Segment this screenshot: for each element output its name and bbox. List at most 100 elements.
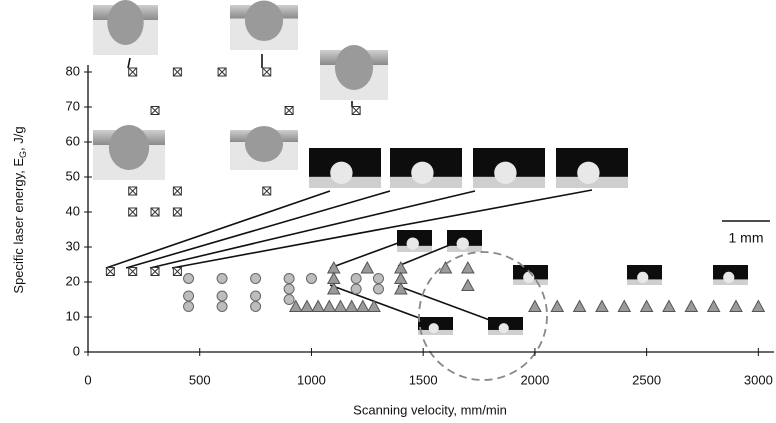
- x-tick-label: 2000: [520, 372, 549, 387]
- melt-pool: [577, 162, 599, 184]
- y-axis-label: Specific laser energy, EG, J/g: [11, 126, 28, 293]
- crossed-square-point: [106, 268, 114, 276]
- y-tick-label: 20: [66, 273, 80, 288]
- circle-point: [284, 274, 294, 284]
- circle-point: [184, 291, 194, 301]
- circle-point: [184, 302, 194, 312]
- micrograph: [309, 148, 381, 188]
- crossed-square-point: [151, 208, 159, 216]
- chart: 1 mm Scanning velocity, mm/min Specific …: [0, 0, 776, 423]
- triangle-point: [708, 301, 720, 312]
- triangle-point: [440, 262, 452, 273]
- triangle-point: [312, 301, 324, 312]
- melt-pool: [107, 0, 143, 45]
- crossed-square-point: [173, 208, 181, 216]
- triangle-point: [752, 301, 764, 312]
- micrograph: [473, 148, 545, 188]
- crossed-square-point: [285, 107, 293, 115]
- x-tick-label: 0: [84, 372, 91, 387]
- circle-point: [373, 284, 383, 294]
- melt-pool: [494, 162, 516, 184]
- crossed-square-point: [173, 268, 181, 276]
- micrograph: [397, 230, 432, 252]
- scale-bar-label: 1 mm: [729, 230, 764, 246]
- triangle-point: [730, 301, 742, 312]
- triangle-point: [357, 301, 369, 312]
- y-label-rest: , J/g: [11, 126, 26, 151]
- crossed-square-point: [129, 68, 137, 76]
- crossed-square-point: [173, 68, 181, 76]
- highlight-circle: [419, 252, 547, 380]
- triangle-point: [462, 280, 474, 291]
- triangle-point: [641, 301, 653, 312]
- triangle-point: [618, 301, 630, 312]
- micrograph: [230, 1, 298, 51]
- melt-pool: [245, 1, 283, 42]
- melt-pool: [407, 237, 419, 249]
- micrograph: [513, 265, 548, 285]
- y-tick-label: 60: [66, 133, 80, 148]
- page: 1 mm Scanning velocity, mm/min Specific …: [0, 0, 776, 423]
- melt-pool: [523, 272, 534, 283]
- circle-point: [251, 302, 261, 312]
- circle-point: [217, 302, 227, 312]
- circle-point: [306, 274, 316, 284]
- crossed-square-point: [151, 268, 159, 276]
- circle-point: [351, 274, 361, 284]
- crossed-square-point: [263, 187, 271, 195]
- triangle-point: [529, 301, 541, 312]
- circle-point: [284, 295, 294, 305]
- crossed-square-point: [129, 187, 137, 195]
- triangle-point: [346, 301, 358, 312]
- micrograph: [230, 126, 298, 170]
- melt-pool: [330, 162, 352, 184]
- circle-point: [251, 274, 261, 284]
- x-tick-label: 2500: [632, 372, 661, 387]
- micrograph: [390, 148, 462, 188]
- y-tick-label: 80: [66, 63, 80, 78]
- melt-pool: [429, 323, 439, 333]
- melt-pool: [499, 323, 509, 333]
- triangle-point: [685, 301, 697, 312]
- melt-pool: [457, 237, 469, 249]
- melt-pool: [109, 125, 149, 170]
- micrograph: [488, 317, 523, 335]
- triangle-point: [335, 301, 347, 312]
- triangle-point: [663, 301, 675, 312]
- micrograph: [556, 148, 628, 188]
- triangle-point: [551, 301, 563, 312]
- y-label-sub: G: [18, 151, 28, 158]
- y-tick-label: 40: [66, 203, 80, 218]
- crossed-square-point: [151, 107, 159, 115]
- melt-pool: [411, 162, 433, 184]
- x-axis-label: Scanning velocity, mm/min: [353, 402, 507, 417]
- x-tick-label: 1500: [409, 372, 438, 387]
- crossed-square-point: [129, 268, 137, 276]
- melt-pool: [723, 272, 734, 283]
- triangle-point: [301, 301, 313, 312]
- y-tick-label: 30: [66, 238, 80, 253]
- x-tick-label: 3000: [744, 372, 773, 387]
- circle-point: [373, 274, 383, 284]
- crossed-square-point: [263, 68, 271, 76]
- crossed-square-point: [352, 107, 360, 115]
- melt-pool: [335, 45, 373, 90]
- micrograph: [627, 265, 662, 285]
- triangle-point: [323, 301, 335, 312]
- melt-pool: [637, 272, 648, 283]
- circle-point: [217, 291, 227, 301]
- melt-pool: [245, 126, 283, 162]
- micrograph: [320, 45, 388, 100]
- circle-point: [217, 274, 227, 284]
- crossed-square-point: [218, 68, 226, 76]
- crossed-square-point: [173, 187, 181, 195]
- triangle-point: [574, 301, 586, 312]
- micrograph: [93, 125, 165, 180]
- x-tick-label: 500: [189, 372, 211, 387]
- triangle-point: [328, 262, 340, 273]
- triangle-point: [462, 262, 474, 273]
- y-tick-label: 10: [66, 308, 80, 323]
- crossed-square-point: [129, 208, 137, 216]
- y-tick-label: 70: [66, 98, 80, 113]
- micrograph: [93, 0, 158, 55]
